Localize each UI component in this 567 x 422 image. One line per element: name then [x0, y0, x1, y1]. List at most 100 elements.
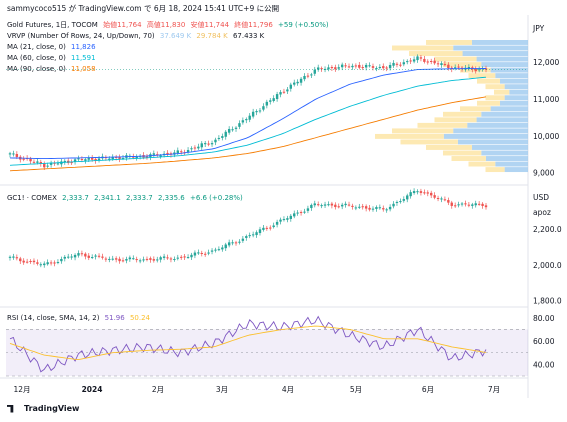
vrvp-down-bar: [477, 100, 500, 106]
comex-candle-body: [8, 256, 12, 258]
candle-body: [347, 66, 351, 68]
candle-body: [275, 94, 279, 100]
candle-body: [323, 68, 327, 70]
comex-candle-body: [306, 208, 310, 211]
vrvp-up-bar: [481, 111, 528, 117]
comex-candle-body: [101, 256, 104, 258]
candle-body: [135, 156, 138, 159]
candle-body: [70, 162, 73, 164]
candle-body: [392, 62, 395, 66]
comex-legend: GC1! · COMEX 2,333.7 2,341.1 2,333.7 2,3…: [7, 193, 246, 203]
candle-body: [84, 159, 87, 161]
vrvp-down-bar: [485, 84, 505, 90]
candle-body: [375, 68, 378, 70]
rsi-line: [9, 315, 487, 373]
comex-candle-body: [265, 227, 269, 229]
candle-body: [412, 59, 416, 62]
comex-candle-body: [426, 192, 429, 194]
candle-body: [176, 150, 179, 154]
candle-body: [399, 64, 402, 66]
ma21-legend: MA (21, close, 0) 11,826: [7, 42, 99, 52]
candle-body: [402, 62, 406, 65]
vrvp-down-bar: [400, 139, 458, 145]
vrvp-up-bar: [471, 145, 528, 150]
comex-candle-body: [186, 257, 190, 259]
vrvp-up-bar: [471, 40, 528, 45]
candle-body: [385, 67, 388, 69]
vrvp-up-bar: [481, 62, 528, 68]
comex-candle-body: [56, 262, 60, 264]
x-axis-label: 7月: [488, 385, 500, 394]
comex-candle-body: [248, 235, 251, 237]
candle-body: [241, 120, 245, 123]
comex-candle-body: [29, 261, 32, 263]
vrvp-up-bar: [476, 56, 528, 62]
comex-candle-body: [53, 262, 56, 264]
ma21-line: [9, 68, 486, 160]
comex-candle-body: [90, 257, 94, 259]
vrvp-down-bar: [426, 145, 472, 150]
vrvp-up-bar: [485, 156, 528, 161]
high-value: 高値11,830: [146, 21, 186, 29]
comex-candle-body: [97, 255, 101, 257]
comex-candle-body: [262, 227, 265, 230]
candle-body: [340, 64, 344, 68]
comex-candle-body: [361, 206, 364, 208]
comex-candle-body: [258, 229, 262, 234]
vrvp-up-bar: [476, 117, 528, 123]
ma60-value: 11,591: [71, 54, 96, 62]
vrvp-down-bar: [426, 40, 472, 45]
candle-body: [344, 65, 347, 67]
candle-body: [166, 152, 169, 155]
vrvp-up-bar: [481, 150, 528, 156]
comex-candle-body: [231, 242, 234, 244]
candle-body: [227, 128, 231, 133]
x-axis-label: 2月: [152, 385, 164, 394]
comex-candle-body: [234, 242, 238, 244]
comex-candle-body: [423, 192, 426, 194]
vrvp-down-bar: [392, 45, 454, 51]
candle-body: [132, 156, 135, 158]
candle-body: [200, 143, 203, 148]
comex-candle-body: [114, 258, 118, 260]
vrvp-down-bar: [409, 51, 463, 56]
comex-candle-body: [443, 199, 447, 201]
comex-candle-body: [149, 258, 152, 260]
vrvp-up-bar: [453, 45, 528, 51]
comex-candle-body: [156, 259, 159, 261]
candle-body: [36, 161, 39, 163]
comex-tick-label: 2,200.0: [533, 225, 562, 234]
vrvp-up: 37.649 K: [159, 32, 192, 40]
comex-candle-body: [245, 236, 248, 238]
comex-candle-body: [145, 258, 149, 260]
vrvp-up-bar: [490, 67, 528, 73]
comex-candle-body: [142, 259, 145, 261]
candle-body: [272, 98, 275, 101]
vrvp-up-bar: [499, 100, 528, 106]
comex-candle-body: [364, 206, 368, 209]
candle-body: [49, 162, 53, 165]
comex-candle-body: [43, 263, 46, 266]
comex-candle-body: [303, 211, 306, 213]
comex-candle-body: [207, 252, 210, 254]
candle-body: [474, 69, 477, 72]
comex-candle-body: [406, 195, 409, 200]
candle-body: [231, 129, 234, 131]
candle-body: [409, 60, 412, 62]
vrvp-down-bar: [443, 150, 482, 156]
vrvp-up-bar: [504, 84, 528, 90]
comex-candle-body: [217, 249, 221, 251]
vrvp-down-bar: [443, 111, 482, 117]
ma60-line: [9, 76, 487, 166]
candle-body: [12, 153, 15, 155]
comex-candle-body: [320, 205, 323, 207]
x-axis-label: 12月: [13, 385, 30, 394]
candle-body: [395, 63, 399, 65]
comex-candle-body: [104, 258, 108, 260]
comex-candle-body: [282, 219, 286, 221]
comex-candle-body: [200, 252, 203, 254]
comex-candle-body: [433, 195, 436, 198]
main-legend: Gold Futures, 1日, TOCOM 始値11,764 高値11,83…: [7, 20, 332, 30]
rsi-legend: RSI (14, close, SMA, 14, 2) 51.96 50.24: [7, 313, 153, 323]
